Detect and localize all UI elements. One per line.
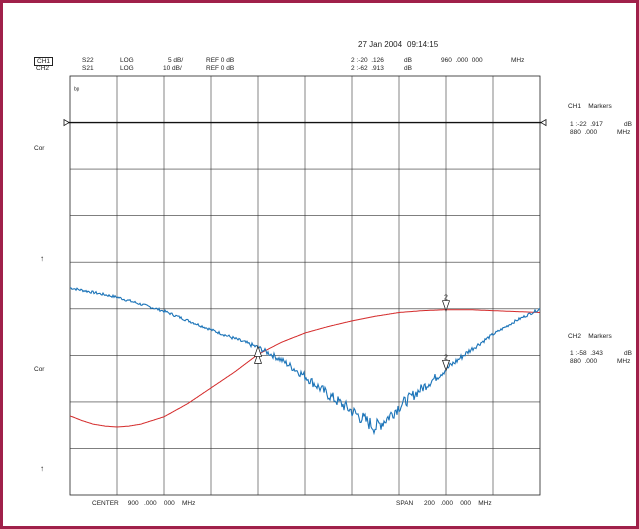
reference-pointer-left-icon — [63, 118, 70, 127]
readout1-unit: dB — [404, 57, 412, 64]
header-time: 09:14:15 — [407, 40, 439, 49]
ch1-ref: REF 0 dB — [206, 57, 235, 64]
ch1-markers-title: CH1 Markers — [568, 103, 612, 110]
readout1-funit: MHz — [511, 57, 525, 64]
ch1-param: S22 — [82, 57, 94, 64]
readout1-value: 2 :-20 .126 — [351, 57, 384, 64]
ch2-label[interactable]: CH2 — [36, 65, 50, 72]
ch2-marker-unit: dB — [624, 350, 632, 357]
header-date: 27 Jan 2004 — [358, 40, 403, 49]
ch2-marker-value: 1 :-58 .343 — [570, 350, 603, 357]
ch1-marker-freq: 880 .000 — [570, 129, 598, 136]
ch1-marker-funit: MHz — [617, 129, 631, 136]
ch2-markers-title: CH2 Markers — [568, 333, 612, 340]
marker-2-label: 2 — [444, 354, 448, 361]
marker-1-icon — [254, 345, 262, 357]
series-line-s22 — [69, 309, 540, 428]
ch2-ref: REF 0 dB — [206, 65, 235, 72]
ch1-format: LOG — [120, 57, 134, 64]
cor-label-1: Cor — [34, 145, 45, 152]
ch1-marker-value: 1 :-22 .917 — [570, 121, 603, 128]
ch1-label[interactable]: CH1 — [34, 57, 54, 66]
ch1-marker-unit: dB — [624, 121, 632, 128]
marker-2-icon — [442, 359, 450, 372]
marker-2-label: 2 — [444, 295, 448, 302]
ch2-scale: 10 dB/ — [163, 65, 182, 72]
center-frequency: CENTER 900 .000 000 MHz — [92, 500, 196, 507]
readout2-value: 2 :-62 .913 — [351, 65, 384, 72]
ch1-scale: 5 dB/ — [168, 57, 184, 64]
readout1-freq: 960 .000 000 — [441, 57, 483, 64]
ch2-marker-freq: 880 .000 — [570, 358, 598, 365]
readout2-unit: dB — [404, 65, 412, 72]
marker-2-icon — [442, 300, 450, 312]
ch2-format: LOG — [120, 65, 134, 72]
reference-pointer-right-icon — [540, 118, 547, 127]
ch2-param: S21 — [82, 65, 94, 72]
marker-flag: ᵇᵖ — [74, 87, 80, 94]
up-arrow-icon: ↑ — [40, 464, 44, 473]
ch2-marker-funit: MHz — [617, 358, 631, 365]
up-arrow-icon: ↑ — [40, 254, 44, 263]
span-frequency: SPAN 200 .000 000 MHz — [396, 500, 492, 507]
cor-label-2: Cor — [34, 366, 45, 373]
series-line-s21 — [70, 287, 541, 436]
marker-1-icon — [254, 352, 262, 364]
